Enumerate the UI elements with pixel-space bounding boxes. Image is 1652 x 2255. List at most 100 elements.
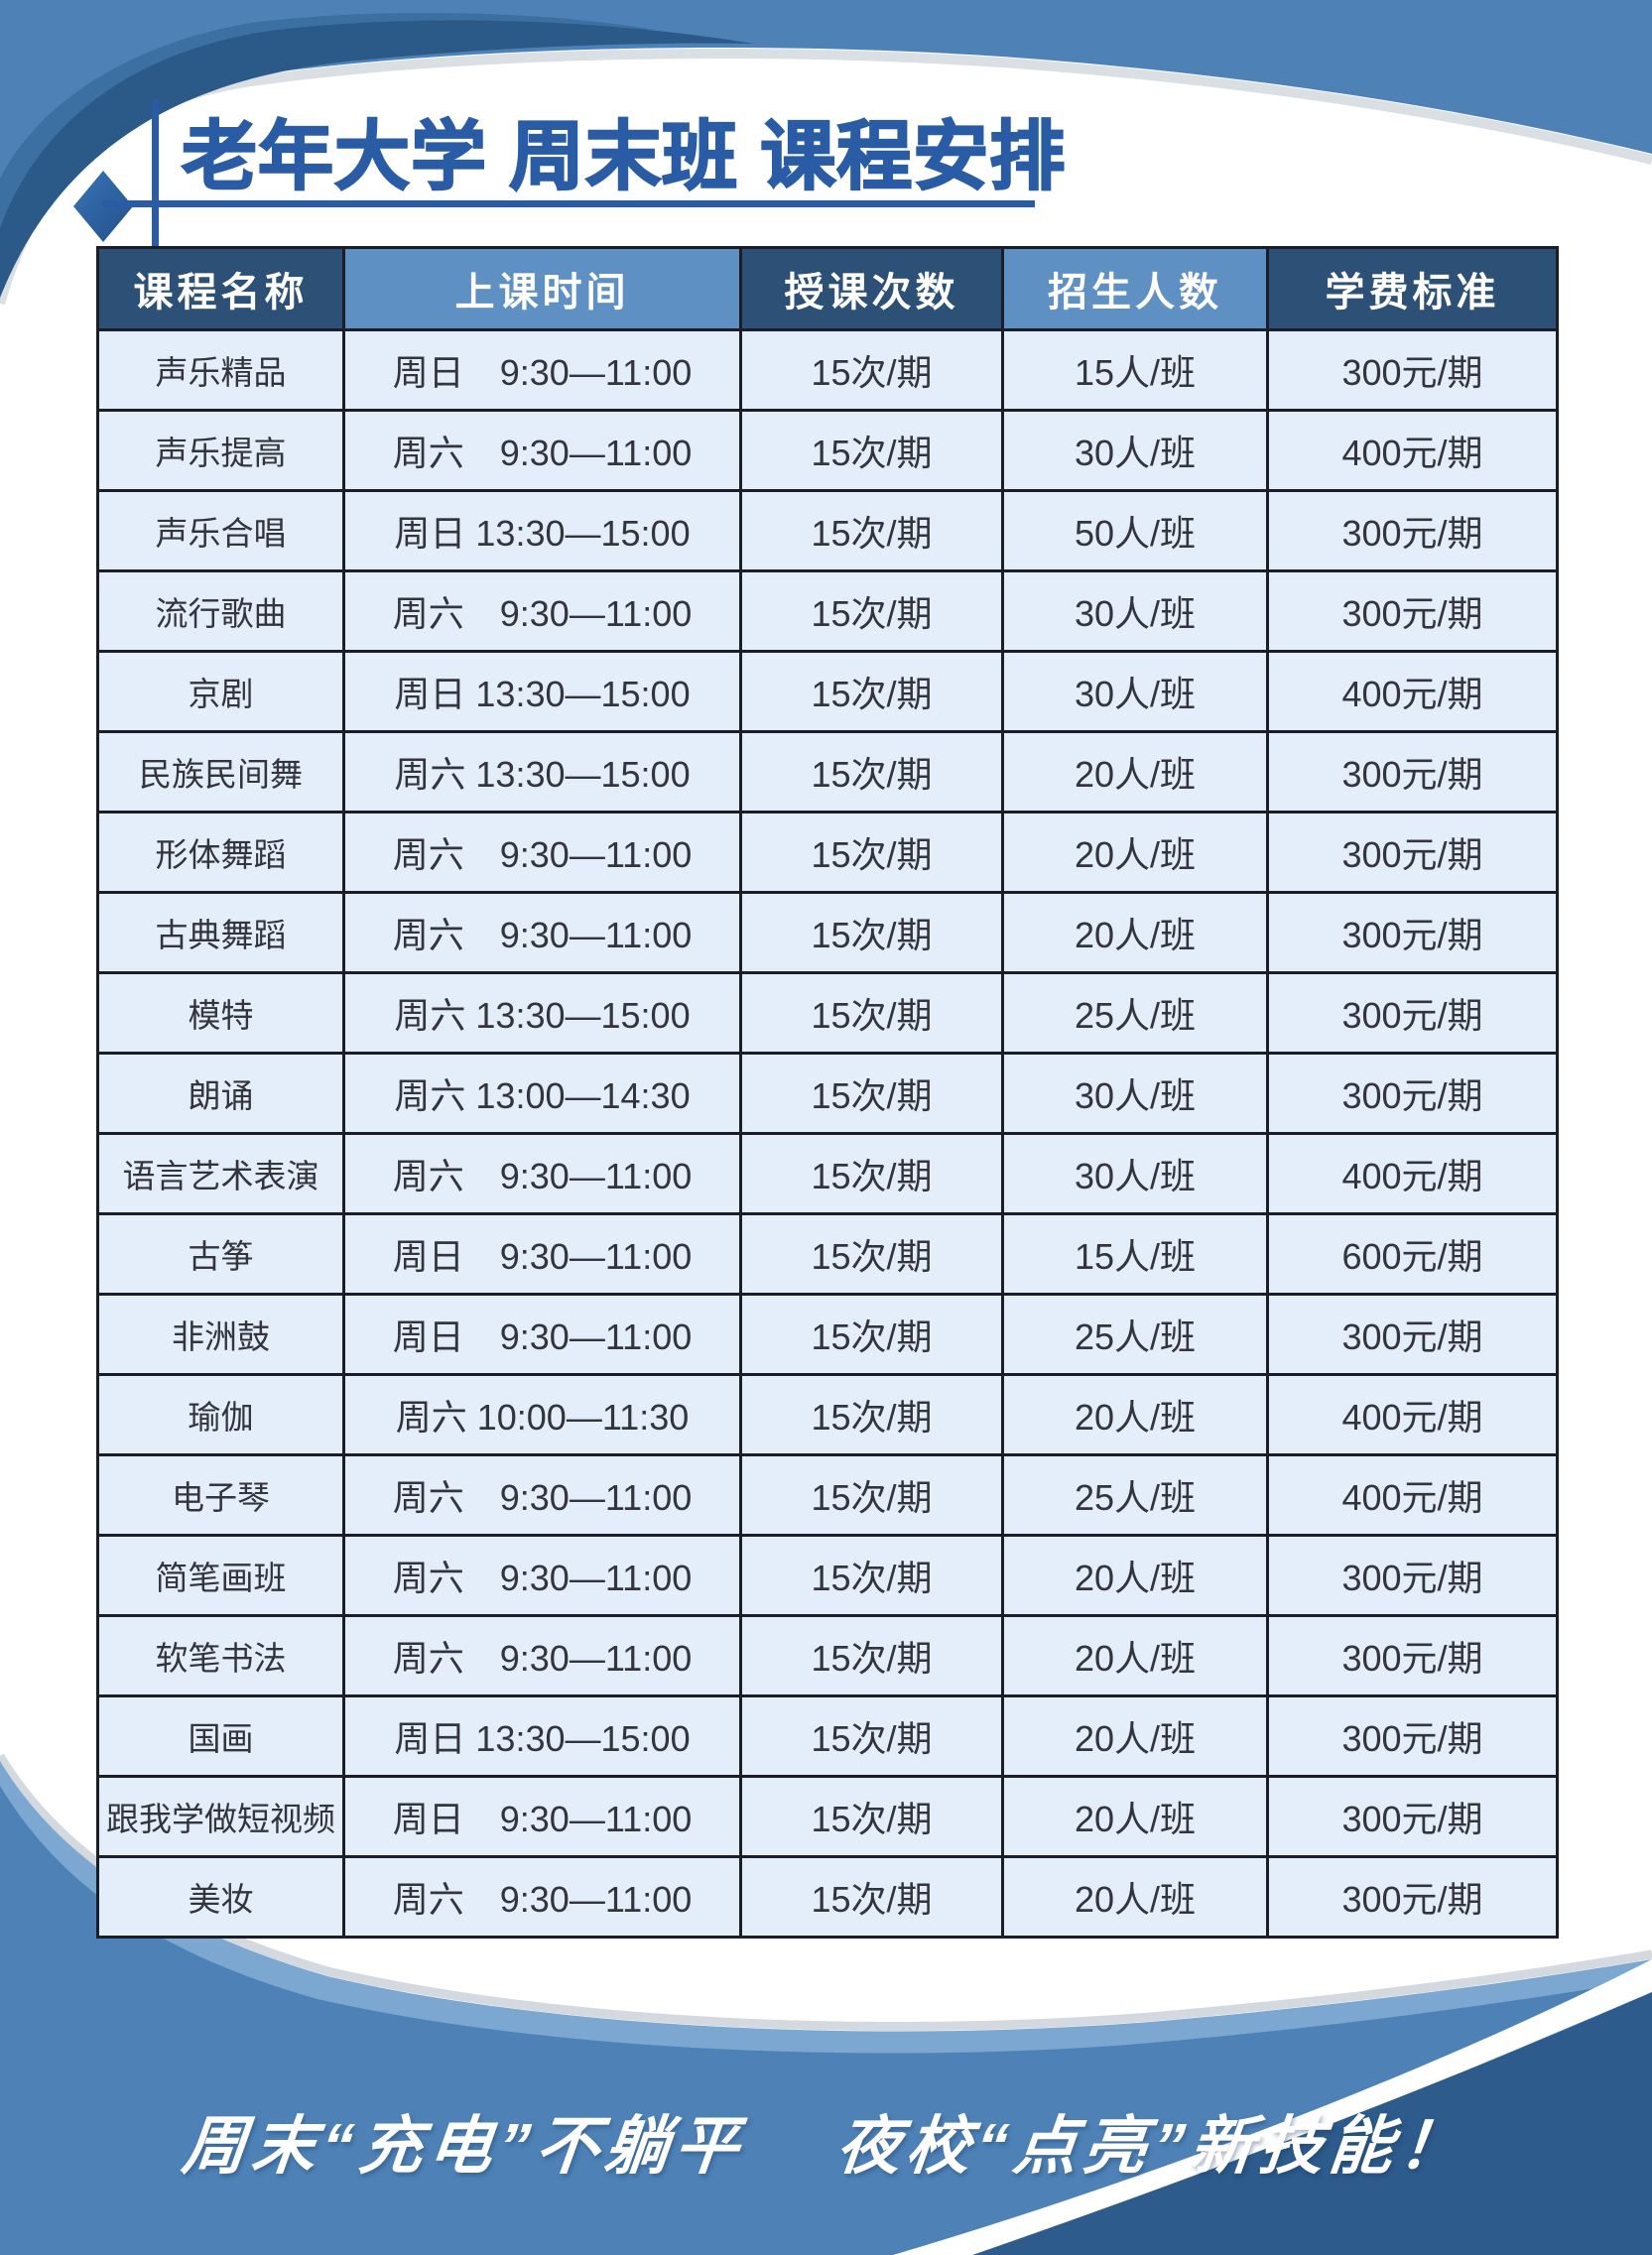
cell-capacity: 25人/班	[1001, 1453, 1269, 1537]
cell-fee: 300元/期	[1266, 891, 1559, 974]
cell-class-time: 周日 9:30—11:00	[342, 1212, 742, 1296]
cell-course-name: 民族民间舞	[96, 730, 345, 814]
table-row: 模特 周六 13:30—15:00 15次/期 25人/班 300元/期	[96, 971, 1559, 1055]
cell-course-name: 朗诵	[96, 1052, 345, 1135]
cell-class-time: 周六 10:00—11:30	[342, 1373, 742, 1456]
column-header-course: 课程名称	[96, 246, 345, 331]
cell-class-time: 周六 9:30—11:00	[342, 1453, 742, 1537]
cell-capacity: 25人/班	[1001, 1293, 1269, 1376]
cell-capacity: 30人/班	[1001, 1132, 1269, 1215]
table-row: 非洲鼓 周日 9:30—11:00 15次/期 25人/班 300元/期	[96, 1293, 1559, 1376]
cell-sessions: 15次/期	[739, 1453, 1004, 1537]
table-row: 瑜伽 周六 10:00—11:30 15次/期 20人/班 400元/期	[96, 1373, 1559, 1456]
cell-capacity: 20人/班	[1001, 730, 1269, 814]
cell-sessions: 15次/期	[739, 1293, 1004, 1376]
title-underline	[102, 200, 1035, 207]
cell-sessions: 15次/期	[739, 1694, 1004, 1778]
cell-fee: 400元/期	[1266, 1373, 1559, 1456]
cell-fee: 400元/期	[1266, 409, 1559, 492]
cell-sessions: 15次/期	[739, 1534, 1004, 1617]
page-title: 老年大学 周末班 课程安排	[181, 114, 1067, 200]
cell-capacity: 20人/班	[1001, 1614, 1269, 1697]
cell-capacity: 50人/班	[1001, 489, 1269, 572]
cell-fee: 300元/期	[1266, 1694, 1559, 1778]
cell-course-name: 美妆	[96, 1855, 345, 1939]
cell-course-name: 语言艺术表演	[96, 1132, 345, 1215]
cell-class-time: 周六 13:30—15:00	[342, 730, 742, 814]
table-row: 国画 周日 13:30—15:00 15次/期 20人/班 300元/期	[96, 1694, 1559, 1778]
table-row: 简笔画班 周六 9:30—11:00 15次/期 20人/班 300元/期	[96, 1534, 1559, 1617]
cell-class-time: 周六 9:30—11:00	[342, 1132, 742, 1215]
cell-sessions: 15次/期	[739, 1132, 1004, 1215]
column-header-fee: 学费标准	[1266, 246, 1559, 331]
cell-capacity: 20人/班	[1001, 1694, 1269, 1778]
cell-capacity: 30人/班	[1001, 409, 1269, 492]
cell-sessions: 15次/期	[739, 489, 1004, 572]
cell-fee: 300元/期	[1266, 1052, 1559, 1135]
footer-slogan: 周末“充电”不躺平 夜校“点亮”新技能！	[179, 2110, 1472, 2182]
cell-sessions: 15次/期	[739, 650, 1004, 733]
cell-class-time: 周日 13:30—15:00	[342, 489, 742, 572]
cell-course-name: 古筝	[96, 1212, 345, 1296]
table-row: 古筝 周日 9:30—11:00 15次/期 15人/班 600元/期	[96, 1212, 1559, 1296]
table-row: 京剧 周日 13:30—15:00 15次/期 30人/班 400元/期	[96, 650, 1559, 733]
cell-capacity: 25人/班	[1001, 971, 1269, 1055]
cell-sessions: 15次/期	[739, 1775, 1004, 1858]
cell-sessions: 15次/期	[739, 730, 1004, 814]
cell-class-time: 周日 9:30—11:00	[342, 328, 742, 412]
cell-fee: 300元/期	[1266, 1293, 1559, 1376]
cell-course-name: 京剧	[96, 650, 345, 733]
cell-sessions: 15次/期	[739, 1855, 1004, 1939]
cell-capacity: 15人/班	[1001, 328, 1269, 412]
cell-fee: 300元/期	[1266, 1775, 1559, 1858]
cell-fee: 400元/期	[1266, 1453, 1559, 1537]
cell-course-name: 非洲鼓	[96, 1293, 345, 1376]
cell-fee: 300元/期	[1266, 730, 1559, 814]
cell-sessions: 15次/期	[739, 1052, 1004, 1135]
cell-fee: 300元/期	[1266, 569, 1559, 653]
cell-course-name: 跟我学做短视频	[96, 1775, 345, 1858]
cell-course-name: 电子琴	[96, 1453, 345, 1537]
cell-capacity: 20人/班	[1001, 1855, 1269, 1939]
cell-capacity: 30人/班	[1001, 650, 1269, 733]
cell-course-name: 声乐精品	[96, 328, 345, 412]
cell-class-time: 周六 9:30—11:00	[342, 1855, 742, 1939]
cell-capacity: 30人/班	[1001, 1052, 1269, 1135]
cell-class-time: 周六 9:30—11:00	[342, 891, 742, 974]
table-row: 声乐精品 周日 9:30—11:00 15次/期 15人/班 300元/期	[96, 328, 1559, 412]
cell-fee: 300元/期	[1266, 811, 1559, 894]
cell-class-time: 周六 13:30—15:00	[342, 971, 742, 1055]
title-accent-vline	[152, 99, 159, 248]
column-header-capacity: 招生人数	[1001, 246, 1269, 331]
cell-sessions: 15次/期	[739, 409, 1004, 492]
cell-capacity: 20人/班	[1001, 811, 1269, 894]
cell-fee: 300元/期	[1266, 1534, 1559, 1617]
cell-capacity: 15人/班	[1001, 1212, 1269, 1296]
cell-class-time: 周六 9:30—11:00	[342, 811, 742, 894]
cell-fee: 600元/期	[1266, 1212, 1559, 1296]
cell-capacity: 20人/班	[1001, 1373, 1269, 1456]
table-row: 跟我学做短视频 周日 9:30—11:00 15次/期 20人/班 300元/期	[96, 1775, 1559, 1858]
cell-fee: 300元/期	[1266, 489, 1559, 572]
column-header-time: 上课时间	[342, 246, 742, 331]
table-row: 朗诵 周六 13:00—14:30 15次/期 30人/班 300元/期	[96, 1052, 1559, 1135]
cell-class-time: 周六 9:30—11:00	[342, 569, 742, 653]
table-row: 形体舞蹈 周六 9:30—11:00 15次/期 20人/班 300元/期	[96, 811, 1559, 894]
cell-class-time: 周日 9:30—11:00	[342, 1293, 742, 1376]
cell-sessions: 15次/期	[739, 1212, 1004, 1296]
column-header-sessions: 授课次数	[739, 246, 1004, 331]
cell-fee: 300元/期	[1266, 1614, 1559, 1697]
course-table: 课程名称 上课时间 授课次数 招生人数 学费标准 声乐精品 周日 9:30—11…	[96, 246, 1559, 1939]
table-row: 美妆 周六 9:30—11:00 15次/期 20人/班 300元/期	[96, 1855, 1559, 1939]
table-row: 声乐提高 周六 9:30—11:00 15次/期 30人/班 400元/期	[96, 409, 1559, 492]
cell-class-time: 周六 9:30—11:00	[342, 409, 742, 492]
cell-fee: 400元/期	[1266, 650, 1559, 733]
table-row: 语言艺术表演 周六 9:30—11:00 15次/期 30人/班 400元/期	[96, 1132, 1559, 1215]
cell-class-time: 周六 9:30—11:00	[342, 1614, 742, 1697]
cell-sessions: 15次/期	[739, 891, 1004, 974]
table-row: 古典舞蹈 周六 9:30—11:00 15次/期 20人/班 300元/期	[96, 891, 1559, 974]
cell-fee: 300元/期	[1266, 1855, 1559, 1939]
cell-sessions: 15次/期	[739, 1373, 1004, 1456]
cell-course-name: 模特	[96, 971, 345, 1055]
